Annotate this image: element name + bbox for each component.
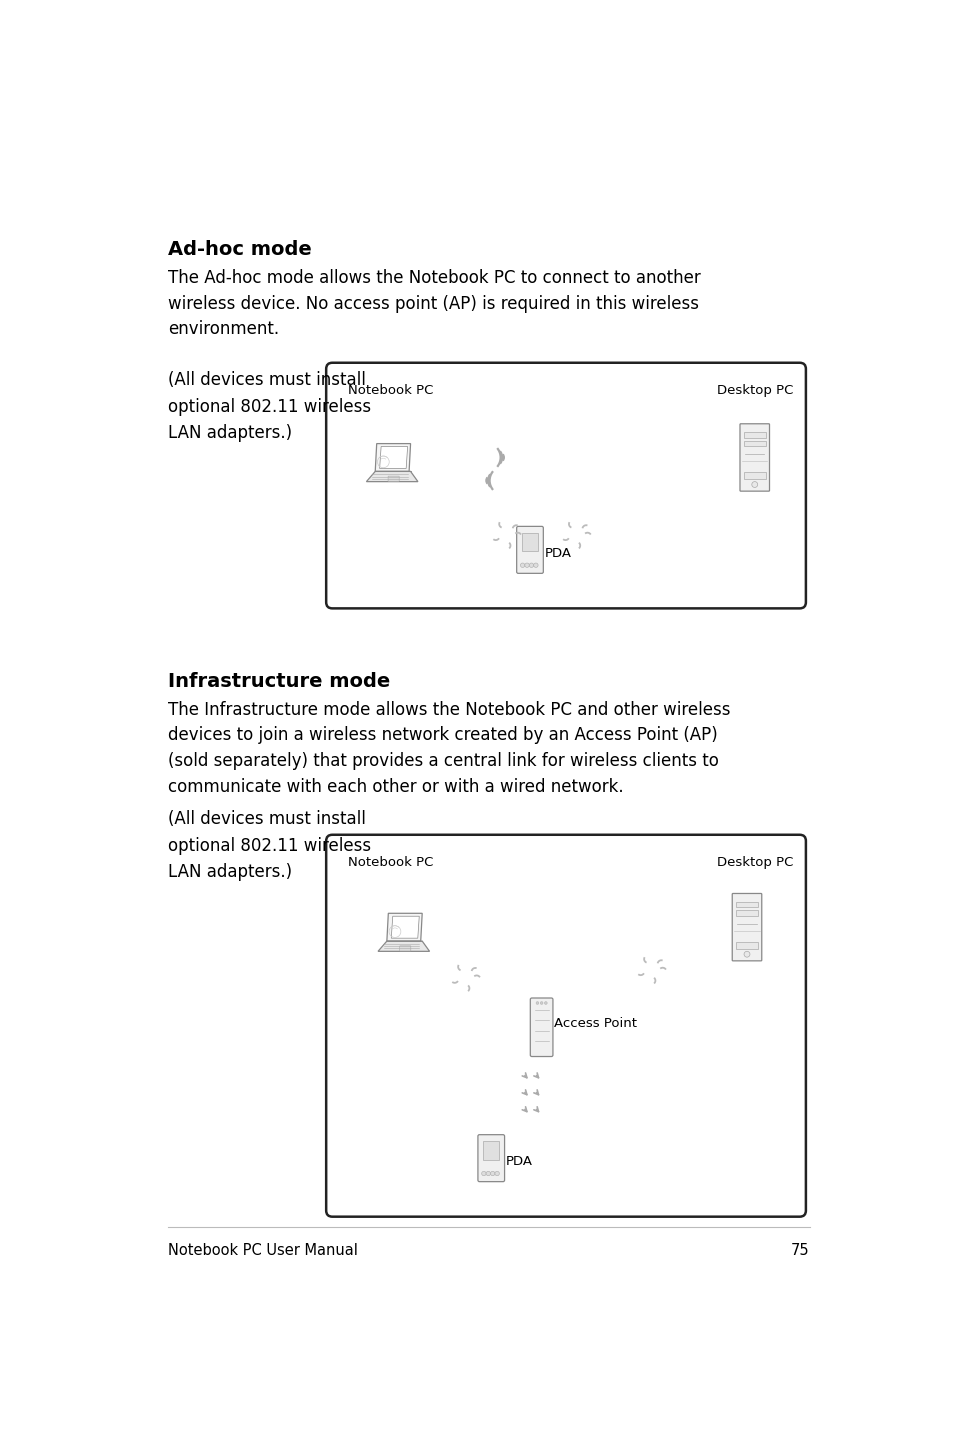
FancyBboxPatch shape — [530, 998, 553, 1057]
Text: Infrastructure mode: Infrastructure mode — [168, 672, 390, 690]
Circle shape — [544, 1002, 547, 1004]
Text: Notebook PC User Manual: Notebook PC User Manual — [168, 1242, 357, 1258]
FancyBboxPatch shape — [477, 1135, 504, 1182]
Text: (All devices must install
optional 802.11 wireless
LAN adapters.): (All devices must install optional 802.1… — [168, 371, 371, 441]
Polygon shape — [377, 940, 429, 952]
FancyBboxPatch shape — [326, 835, 805, 1217]
Text: (All devices must install
optional 802.11 wireless
LAN adapters.): (All devices must install optional 802.1… — [168, 810, 371, 881]
Circle shape — [520, 564, 524, 568]
Text: PDA: PDA — [544, 546, 571, 559]
FancyBboxPatch shape — [743, 472, 765, 479]
Text: Notebook PC: Notebook PC — [348, 856, 433, 870]
FancyBboxPatch shape — [482, 1142, 498, 1159]
Circle shape — [533, 564, 537, 568]
Text: Access Point: Access Point — [554, 1017, 637, 1030]
Polygon shape — [375, 443, 410, 472]
Circle shape — [743, 952, 749, 958]
Circle shape — [529, 564, 533, 568]
Polygon shape — [391, 916, 418, 938]
FancyBboxPatch shape — [732, 893, 760, 961]
Polygon shape — [379, 447, 407, 469]
FancyBboxPatch shape — [735, 910, 758, 916]
Text: Desktop PC: Desktop PC — [717, 856, 793, 870]
Circle shape — [486, 1172, 490, 1176]
Polygon shape — [387, 913, 422, 940]
FancyBboxPatch shape — [735, 902, 758, 907]
Circle shape — [495, 1172, 498, 1176]
Text: The Infrastructure mode allows the Notebook PC and other wireless
devices to joi: The Infrastructure mode allows the Noteb… — [168, 700, 730, 795]
Circle shape — [539, 1002, 542, 1004]
Text: Ad-hoc mode: Ad-hoc mode — [168, 240, 312, 259]
Polygon shape — [366, 472, 417, 482]
Circle shape — [490, 1172, 495, 1176]
Text: The Ad-hoc mode allows the Notebook PC to connect to another
wireless device. No: The Ad-hoc mode allows the Notebook PC t… — [168, 269, 700, 338]
FancyBboxPatch shape — [740, 424, 769, 492]
Circle shape — [481, 1172, 486, 1176]
Text: Notebook PC: Notebook PC — [348, 384, 433, 397]
FancyBboxPatch shape — [521, 533, 537, 551]
FancyBboxPatch shape — [399, 946, 411, 951]
Text: 75: 75 — [790, 1242, 809, 1258]
Text: Desktop PC: Desktop PC — [717, 384, 793, 397]
FancyBboxPatch shape — [517, 526, 543, 574]
FancyBboxPatch shape — [743, 431, 765, 437]
Text: PDA: PDA — [506, 1155, 533, 1168]
FancyBboxPatch shape — [326, 362, 805, 608]
Circle shape — [751, 482, 757, 487]
FancyBboxPatch shape — [735, 942, 758, 949]
Circle shape — [536, 1002, 538, 1004]
FancyBboxPatch shape — [388, 476, 398, 482]
Circle shape — [524, 564, 529, 568]
FancyBboxPatch shape — [743, 440, 765, 446]
